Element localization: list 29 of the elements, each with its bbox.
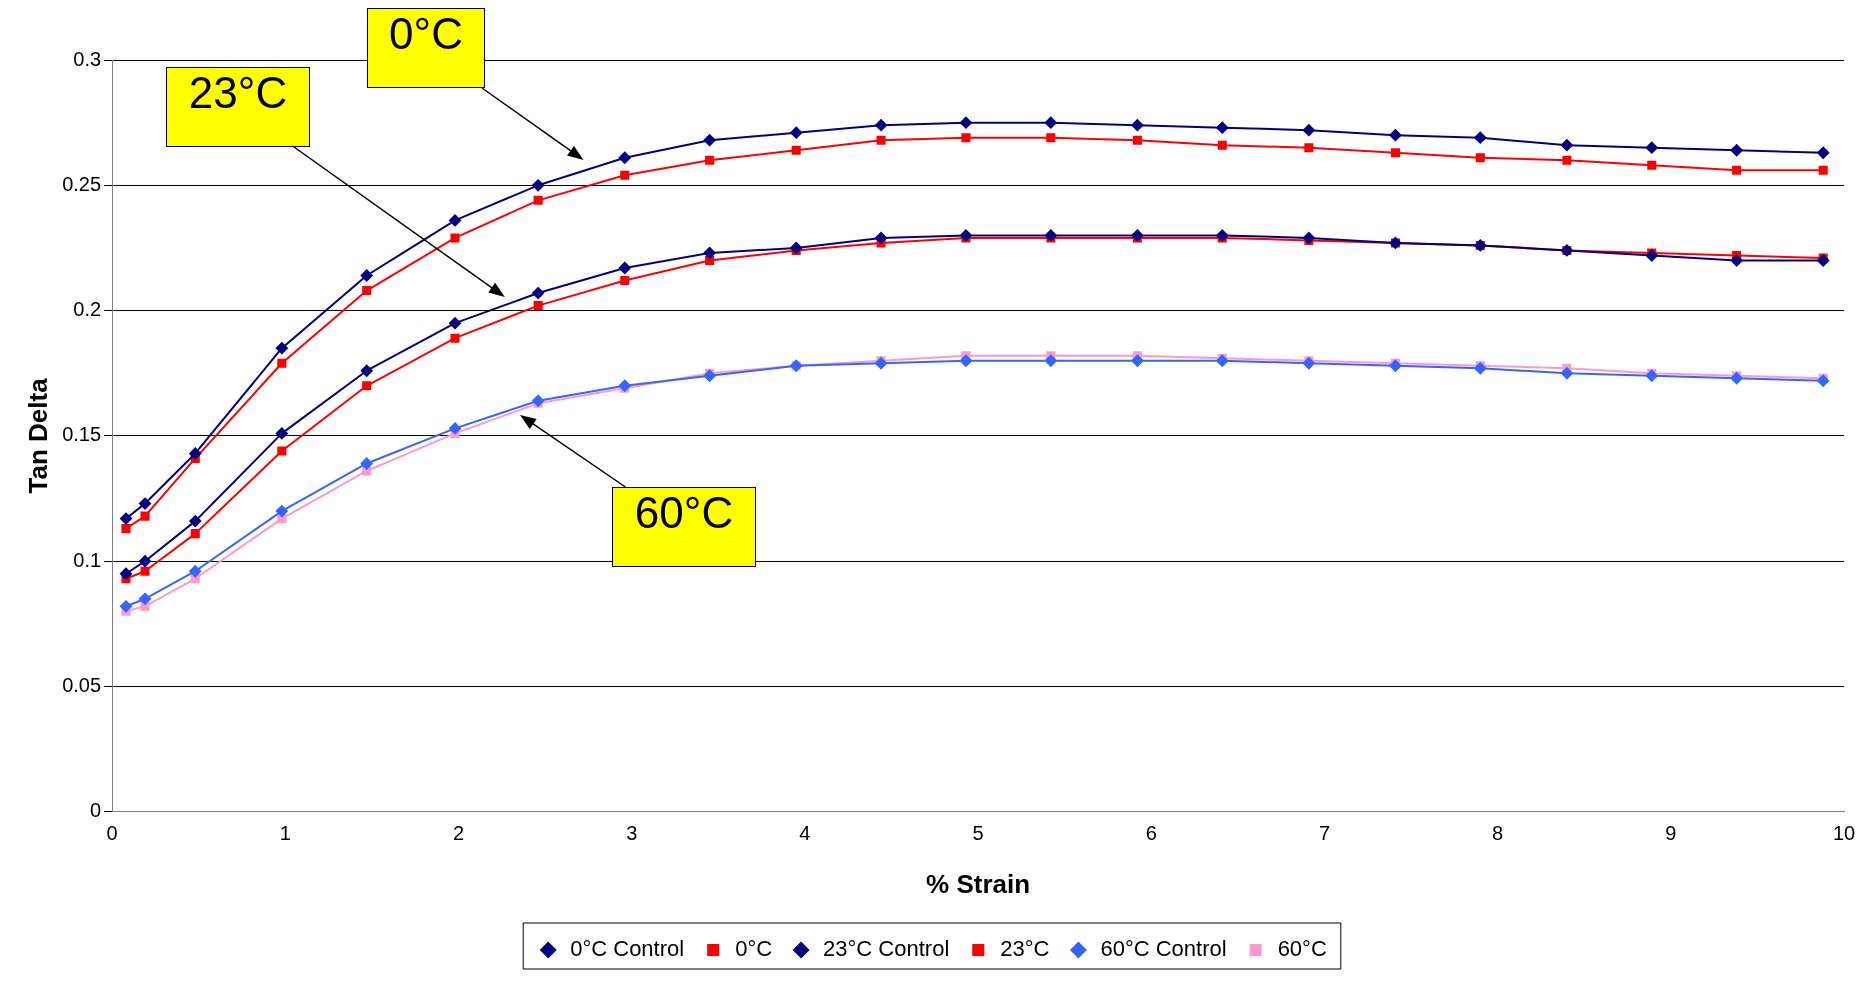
x-tick-label: 6 bbox=[1145, 822, 1157, 845]
y-axis-title: Tan Delta bbox=[22, 377, 53, 494]
x-tick-label: 1 bbox=[279, 822, 291, 845]
x-tick-label: 9 bbox=[1665, 822, 1677, 845]
y-tick-label: 0.3 bbox=[73, 47, 102, 70]
legend-label: 60°C bbox=[1277, 936, 1327, 962]
x-tick-label: 2 bbox=[452, 822, 465, 845]
x-tick-label: 5 bbox=[972, 822, 984, 845]
y-tick-label: 0.2 bbox=[73, 298, 102, 321]
y-tick-label: 0.1 bbox=[73, 548, 102, 571]
y-tick-label: 0.25 bbox=[62, 172, 102, 195]
legend-label: 23°C bbox=[1000, 936, 1050, 962]
y-tick-label: 0.05 bbox=[62, 674, 102, 697]
x-tick-label: 3 bbox=[626, 822, 638, 845]
legend-label: 0°C Control bbox=[570, 936, 685, 962]
x-tick-label: 4 bbox=[799, 822, 811, 845]
annotation: 60°C bbox=[612, 487, 756, 567]
x-axis-title: % Strain bbox=[926, 868, 1031, 899]
text: 0°C bbox=[367, 8, 485, 88]
x-tick-label: 10 bbox=[1832, 822, 1856, 845]
annotation: 23°C bbox=[166, 67, 310, 147]
legend-label: 60°C Control bbox=[1100, 936, 1227, 962]
x-tick-label: 0 bbox=[106, 822, 118, 845]
x-tick-label: 8 bbox=[1492, 822, 1504, 845]
y-tick-label: 0.15 bbox=[62, 423, 102, 446]
y-tick-label: 0 bbox=[90, 799, 102, 822]
legend-label: 0°C bbox=[735, 936, 773, 962]
x-tick-label: 7 bbox=[1318, 822, 1330, 845]
legend-label: 23°C Control bbox=[823, 936, 950, 962]
